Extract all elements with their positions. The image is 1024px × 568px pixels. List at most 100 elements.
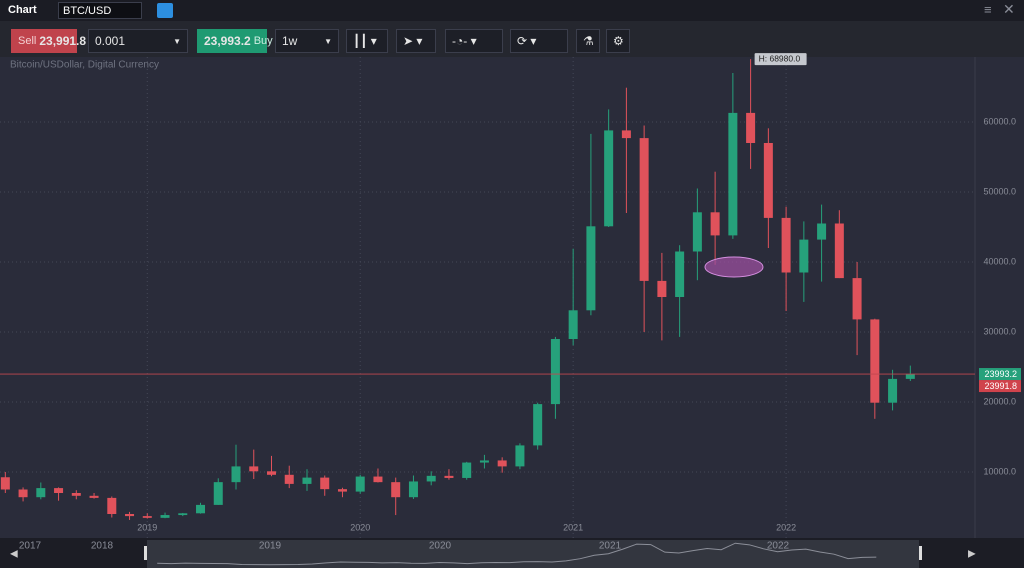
navigator-label: 2020 xyxy=(429,541,452,552)
candle-body xyxy=(36,488,46,498)
nav-left-arrow[interactable]: ◀ xyxy=(10,549,18,560)
dropdown-arrow: ▼ xyxy=(173,36,181,46)
candle-body xyxy=(763,143,773,218)
y-tick-label: 10000.0 xyxy=(983,466,1016,476)
y-tick-label: 60000.0 xyxy=(983,116,1016,126)
x-tick-label: 2022 xyxy=(776,522,796,532)
price-tag xyxy=(979,368,1021,381)
sell-label: Sell xyxy=(18,35,37,47)
candle-body xyxy=(728,112,738,236)
navigator-label: 2019 xyxy=(259,541,282,552)
y-tick-label: 30000.0 xyxy=(983,326,1016,336)
x-tick-label: 2020 xyxy=(350,522,370,532)
candle-body xyxy=(905,374,915,379)
candle-body xyxy=(373,476,383,483)
candle-body xyxy=(302,477,312,484)
candle-body xyxy=(426,475,436,482)
symbol-input[interactable]: BTC/USD xyxy=(58,2,142,19)
candle-body xyxy=(125,514,135,517)
candle-body xyxy=(550,339,560,405)
nav-right-arrow[interactable]: ▶ xyxy=(968,549,976,560)
candle-body xyxy=(196,504,206,514)
candle-body xyxy=(888,378,898,403)
candle-body xyxy=(160,515,170,518)
dropdown-arrow: ▼ xyxy=(324,36,332,46)
candle-body xyxy=(533,404,543,446)
nav-handle[interactable] xyxy=(144,546,147,560)
candle-body xyxy=(320,477,330,490)
candle-body xyxy=(817,223,827,240)
candle-body xyxy=(746,112,756,143)
settings-button[interactable]: ⚙ xyxy=(606,29,630,53)
y-tick-label: 20000.0 xyxy=(983,396,1016,406)
candle-body xyxy=(0,477,10,490)
candle-body xyxy=(391,482,401,498)
buy-price: 23,993.2 xyxy=(204,34,251,48)
chart-subtitle: Bitcoin/USDollar, Digital Currency xyxy=(10,60,159,71)
candle-body xyxy=(657,280,667,297)
candle-body xyxy=(54,488,64,493)
interval-select[interactable]: 1w ▼ xyxy=(275,29,339,53)
candle-body xyxy=(213,482,223,505)
menu-icon[interactable]: ≡ xyxy=(984,2,992,17)
candle-body xyxy=(462,462,472,478)
candle-body xyxy=(692,212,702,252)
x-tick-label: 2021 xyxy=(563,522,583,532)
candle-body xyxy=(870,319,880,403)
price-tag-label: 23993.2 xyxy=(984,369,1017,379)
candle-body xyxy=(284,474,294,484)
price-tag xyxy=(979,380,1021,393)
high-label-box xyxy=(754,53,807,66)
x-tick-label: 2019 xyxy=(137,522,157,532)
candle-body xyxy=(107,497,117,514)
candle-body xyxy=(444,475,454,478)
candle-body xyxy=(89,495,99,498)
buy-button[interactable]: 23,993.2 Buy xyxy=(197,29,273,53)
navigator-label: 2021 xyxy=(599,541,622,552)
candle-body xyxy=(479,460,489,463)
price-tag-label: 23991.8 xyxy=(984,381,1017,391)
navigator-window[interactable] xyxy=(147,540,919,568)
ellipse-annotation[interactable] xyxy=(704,256,764,278)
candle-body xyxy=(621,130,631,139)
candle-body xyxy=(568,310,578,339)
candle-body xyxy=(799,239,809,273)
candle-body xyxy=(604,130,614,227)
quantity-input[interactable]: 0.001 ▼ xyxy=(88,29,188,53)
candle-body xyxy=(231,466,241,483)
candle-body xyxy=(675,251,685,297)
window-title: Chart xyxy=(8,4,37,16)
y-tick-label: 40000.0 xyxy=(983,256,1016,266)
indicators-button[interactable]: ⚗ xyxy=(576,29,600,53)
title-bar: Chart BTC/USD ≡ ✕ xyxy=(0,0,1024,21)
cursor-button[interactable]: ➤ ▾ xyxy=(396,29,436,53)
candle-body xyxy=(515,445,525,467)
candle-body xyxy=(710,212,720,236)
navigator-label: 2022 xyxy=(767,541,790,552)
buy-label: Buy xyxy=(253,35,273,47)
sell-button[interactable]: Sell 23,991.8 xyxy=(11,29,86,53)
sell-price: 23,991.8 xyxy=(39,34,87,48)
candle-body xyxy=(71,493,81,496)
symbol-search-button[interactable] xyxy=(157,3,173,18)
candle-body xyxy=(408,481,418,498)
candle-body xyxy=(852,278,862,320)
candle-body xyxy=(781,217,791,273)
chart-type-button[interactable]: ┃┃ ▾ xyxy=(346,29,388,53)
navigator-label: 2017 xyxy=(19,541,42,552)
interval: 1w xyxy=(282,34,298,48)
close-icon[interactable]: ✕ xyxy=(1003,1,1015,17)
candle-body xyxy=(178,513,188,516)
nav-handle[interactable] xyxy=(919,546,922,560)
candle-body xyxy=(249,466,259,472)
candle-body xyxy=(18,489,28,498)
time-button[interactable]: -◔- ▾ xyxy=(445,29,503,53)
candle-body xyxy=(639,138,649,281)
quantity: 0.001 xyxy=(95,34,126,48)
candle-body xyxy=(834,223,844,279)
navigator-series xyxy=(157,542,877,566)
high-label: H: 68980.0 xyxy=(759,53,801,63)
compare-button[interactable]: ⟳ ▾ xyxy=(510,29,568,53)
